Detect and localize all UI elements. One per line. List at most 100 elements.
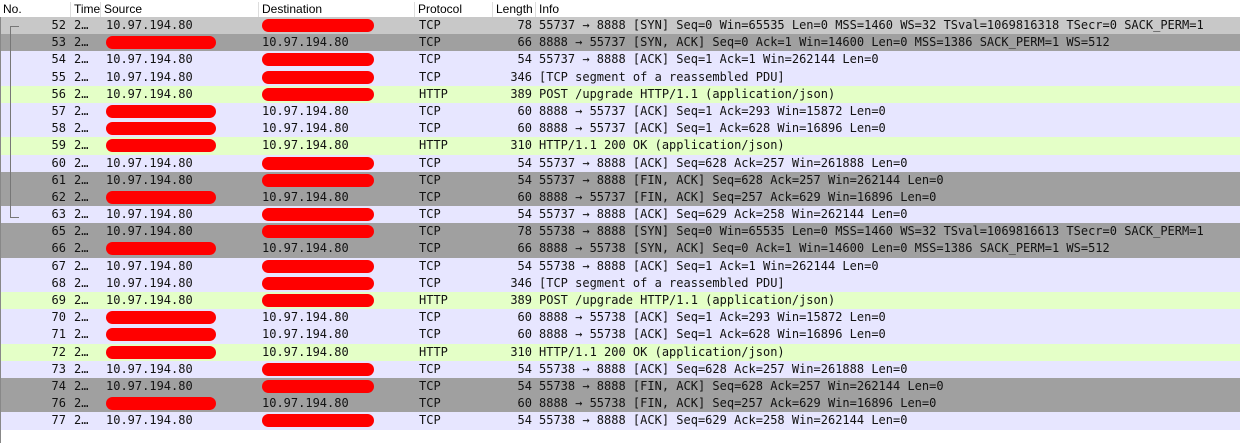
packet-row[interactable]: 63 2… 10.97.194.80 TCP 54 55737 → 8888 [ACK] …: [0, 206, 1240, 224]
cell-source: [106, 240, 216, 260]
packet-row[interactable]: 53 2… 10.97.194.80 TCP 66 8888 → 55737 [SYN, …: [0, 34, 1240, 54]
cell-no: 59: [51, 138, 66, 153]
packet-row[interactable]: 76 2… 10.97.194.80 TCP 60 8888 → 55738 [FIN, …: [0, 395, 1240, 413]
packet-row[interactable]: 59 2… 10.97.194.80 HTTP 310 HTTP/1.1 200 OK (…: [0, 137, 1240, 155]
cell-time: 2…: [74, 207, 89, 222]
cell-no: 63: [51, 207, 66, 222]
column-destination[interactable]: Destination: [258, 2, 322, 17]
cell-source: [106, 344, 216, 364]
cell-source: 10.97.194.80: [106, 18, 193, 32]
cell-length: 54: [517, 258, 532, 273]
cell-info: 55737 → 8888 [ACK] Seq=628 Ack=257 Win=2…: [539, 155, 908, 170]
cell-protocol: HTTP: [419, 344, 448, 359]
redaction-mark: [262, 276, 374, 290]
cell-info: 8888 → 55738 [ACK] Seq=1 Ack=628 Win=168…: [539, 327, 886, 342]
cell-time: 2…: [74, 258, 89, 273]
cell-protocol: HTTP: [419, 293, 448, 307]
packet-row[interactable]: 60 2… 10.97.194.80 TCP 54 55737 → 8888 [ACK] …: [0, 154, 1240, 172]
packet-row[interactable]: 67 2… 10.97.194.80 TCP 54 55738 → 8888 [ACK] …: [0, 257, 1240, 278]
cell-info: HTTP/1.1 200 OK (application/json): [539, 344, 785, 359]
cell-time: 2…: [74, 189, 89, 204]
cell-time: 2…: [74, 413, 89, 428]
cell-source: [106, 34, 216, 54]
redaction-mark: [262, 259, 374, 273]
cell-destination: [262, 258, 374, 278]
column-source[interactable]: Source: [100, 2, 142, 17]
cell-info: 8888 → 55738 [ACK] Seq=1 Ack=293 Win=158…: [539, 310, 886, 325]
cell-length: 60: [517, 189, 532, 204]
cell-info: 55738 → 8888 [ACK] Seq=628 Ack=257 Win=2…: [539, 361, 908, 376]
cell-protocol: TCP: [419, 327, 441, 342]
column-no[interactable]: No.: [3, 2, 22, 16]
packet-row[interactable]: 56 2… 10.97.194.80 HTTP 389 POST /upgrade HTT…: [0, 85, 1240, 103]
packet-row[interactable]: 77 2… 10.97.194.80 TCP 54 55738 → 8888 [ACK] …: [0, 412, 1240, 430]
cell-no: 55: [51, 69, 66, 84]
cell-no: 74: [51, 378, 66, 393]
cell-time: 2…: [74, 327, 89, 342]
cell-info: 8888 → 55738 [SYN, ACK] Seq=0 Ack=1 Win=…: [539, 241, 1110, 256]
cell-info: HTTP/1.1 200 OK (application/json): [539, 138, 785, 153]
redaction-mark: [106, 122, 216, 136]
cell-length: 346: [510, 275, 532, 290]
cell-no: 52: [51, 18, 66, 32]
cell-destination: [262, 69, 374, 89]
cell-protocol: TCP: [419, 189, 441, 204]
cell-no: 58: [51, 121, 66, 136]
cell-source: [106, 326, 216, 346]
packet-row[interactable]: 55 2… 10.97.194.80 TCP 346 [TCP segment of a …: [0, 68, 1240, 89]
packet-row[interactable]: 65 2… 10.97.194.80 TCP 78 55738 → 8888 [SYN] …: [0, 223, 1240, 243]
redaction-mark: [106, 104, 216, 118]
cell-time: 2…: [74, 103, 89, 118]
cell-length: 60: [517, 121, 532, 136]
cell-source: 10.97.194.80: [106, 86, 193, 101]
packet-row[interactable]: 54 2… 10.97.194.80 TCP 54 55737 → 8888 [ACK] …: [0, 51, 1240, 71]
packet-row[interactable]: 66 2… 10.97.194.80 TCP 66 8888 → 55738 [SYN, …: [0, 240, 1240, 260]
cell-destination: [262, 378, 374, 398]
cell-source: 10.97.194.80: [106, 224, 193, 239]
cell-time: 2…: [74, 378, 89, 393]
cell-protocol: TCP: [419, 52, 441, 67]
column-length[interactable]: Length: [492, 2, 533, 17]
redaction-mark: [106, 311, 216, 325]
cell-destination: 10.97.194.80: [262, 121, 349, 136]
cell-info: 55737 → 8888 [ACK] Seq=1 Ack=1 Win=26214…: [539, 52, 879, 67]
cell-protocol: TCP: [419, 258, 441, 273]
cell-length: 54: [517, 361, 532, 376]
cell-destination: 10.97.194.80: [262, 35, 349, 50]
packet-row[interactable]: 69 2… 10.97.194.80 HTTP 389 POST /upgrade HTT…: [0, 292, 1240, 310]
cell-no: 77: [51, 413, 66, 428]
column-protocol[interactable]: Protocol: [414, 2, 462, 17]
cell-no: 73: [51, 361, 66, 376]
cell-no: 60: [51, 155, 66, 170]
packet-row[interactable]: 57 2… 10.97.194.80 TCP 60 8888 → 55737 [ACK] …: [0, 102, 1240, 121]
packet-row[interactable]: 70 2… 10.97.194.80 TCP 60 8888 → 55738 [ACK] …: [0, 309, 1240, 327]
cell-length: 54: [517, 172, 532, 187]
packet-row[interactable]: 52 2… 10.97.194.80 TCP 78 55737 → 8888 [SYN] …: [0, 17, 1240, 35]
cell-destination: 10.97.194.80: [262, 138, 349, 153]
cell-info: POST /upgrade HTTP/1.1 (application/json…: [539, 293, 836, 307]
cell-source: 10.97.194.80: [106, 413, 193, 428]
column-info[interactable]: Info: [535, 2, 559, 17]
cell-protocol: TCP: [419, 310, 441, 325]
packet-row[interactable]: 62 2… 10.97.194.80 TCP 60 8888 → 55737 [FIN, …: [0, 188, 1240, 207]
cell-no: 62: [51, 189, 66, 204]
packet-row[interactable]: 68 2… 10.97.194.80 TCP 346 [TCP segment of a …: [0, 274, 1240, 292]
cell-no: 57: [51, 103, 66, 118]
packet-row[interactable]: 71 2… 10.97.194.80 TCP 60 8888 → 55738 [ACK] …: [0, 326, 1240, 346]
packet-row[interactable]: 72 2… 10.97.194.80 HTTP 310 HTTP/1.1 200 OK (…: [0, 343, 1240, 364]
cell-time: 2…: [74, 138, 89, 153]
cell-no: 61: [51, 172, 66, 187]
column-time[interactable]: Time: [70, 2, 100, 17]
packet-row[interactable]: 61 2… 10.97.194.80 TCP 54 55737 → 8888 [FIN, …: [0, 171, 1240, 189]
redaction-mark: [106, 190, 216, 204]
packet-row[interactable]: 74 2… 10.97.194.80 TCP 54 55738 → 8888 [FIN, …: [0, 377, 1240, 398]
packet-row[interactable]: 58 2… 10.97.194.80 TCP 60 8888 → 55737 [ACK] …: [0, 120, 1240, 138]
cell-source: 10.97.194.80: [106, 275, 193, 290]
cell-no: 72: [51, 344, 66, 359]
cell-destination: [262, 223, 374, 243]
cell-info: 8888 → 55737 [FIN, ACK] Seq=257 Ack=629 …: [539, 189, 937, 204]
cell-destination: [262, 361, 374, 381]
cell-destination: [262, 51, 374, 71]
packet-list[interactable]: 52 2… 10.97.194.80 TCP 78 55737 → 8888 [SYN] …: [0, 17, 1240, 430]
packet-row[interactable]: 73 2… 10.97.194.80 TCP 54 55738 → 8888 [ACK] …: [0, 360, 1240, 381]
